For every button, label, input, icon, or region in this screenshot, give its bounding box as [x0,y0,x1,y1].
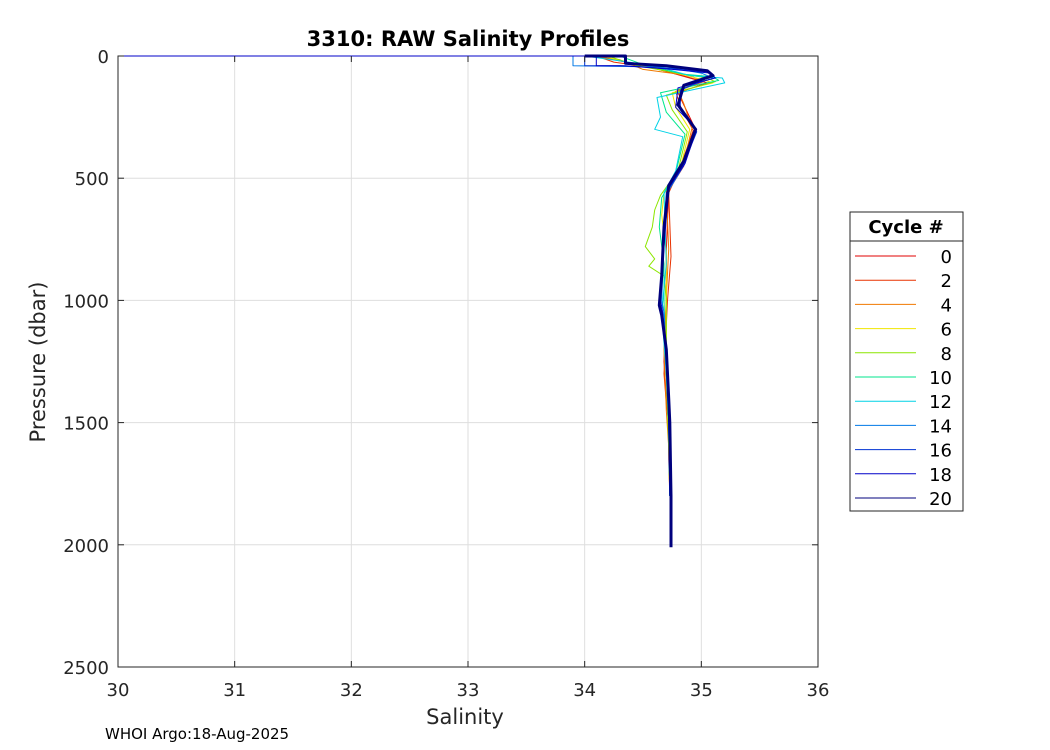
series-line-cycle-10 [118,55,720,496]
series-line-cycle-0 [118,55,708,496]
x-tick-label: 36 [807,680,830,701]
series-line-cycle-14 [118,55,714,496]
legend-box [849,211,964,512]
chart-title: 3310: RAW Salinity Profiles [307,27,630,51]
series-line-cycle-12 [118,55,726,496]
legend-label: 20 [929,489,952,510]
legend-title: Cycle # [868,217,943,238]
series-line-cycle-8 [118,55,716,496]
x-tick-label: 30 [107,680,130,701]
y-tick-label: 500 [75,169,109,190]
footer-credit: WHOI Argo:18-Aug-2025 [105,725,290,743]
series-line-cycle-20 [584,54,715,548]
legend-label: 12 [929,392,952,413]
series-line-cycle-16 [118,55,714,496]
x-axis-title: Salinity [426,705,504,729]
legend-label: 2 [941,271,952,292]
x-tick-label: 34 [573,680,596,701]
legend-entries: 0 2 4 6 8 10 12 14 16 18 20 [855,247,952,510]
x-tick-label: 32 [340,680,363,701]
series-line-cycle-6 [118,55,714,496]
legend-label: 16 [929,441,952,462]
y-tick-label: 2000 [63,536,109,557]
legend-label: 6 [941,320,952,341]
legend-label: 8 [941,344,952,365]
y-tick-label: 2500 [63,658,109,679]
x-tick-label: 31 [223,680,246,701]
y-tick-label: 1500 [63,414,109,435]
x-tick-label: 33 [457,680,480,701]
y-tick-label: 0 [98,47,109,68]
legend-label: 18 [929,465,952,486]
grid-lines [117,55,819,668]
y-axis-ticks: 0 500 1000 1500 2000 2500 [63,47,818,679]
legend-label: 4 [941,295,952,316]
series-line-cycle-4 [118,55,702,496]
legend-label: 14 [929,416,952,437]
legend-label: 0 [941,247,952,268]
legend: Cycle # 0 2 4 6 8 10 12 14 16 18 20 [849,211,964,512]
series-line-cycle-18 [118,55,716,496]
series-line-cycle-2 [118,55,705,496]
y-tick-label: 1000 [63,291,109,312]
x-tick-label: 35 [690,680,713,701]
x-axis-ticks: 30 31 32 33 34 35 36 [107,56,830,701]
y-axis-title: Pressure (dbar) [26,282,50,443]
legend-label: 10 [929,368,952,389]
data-series-layer [118,54,726,548]
